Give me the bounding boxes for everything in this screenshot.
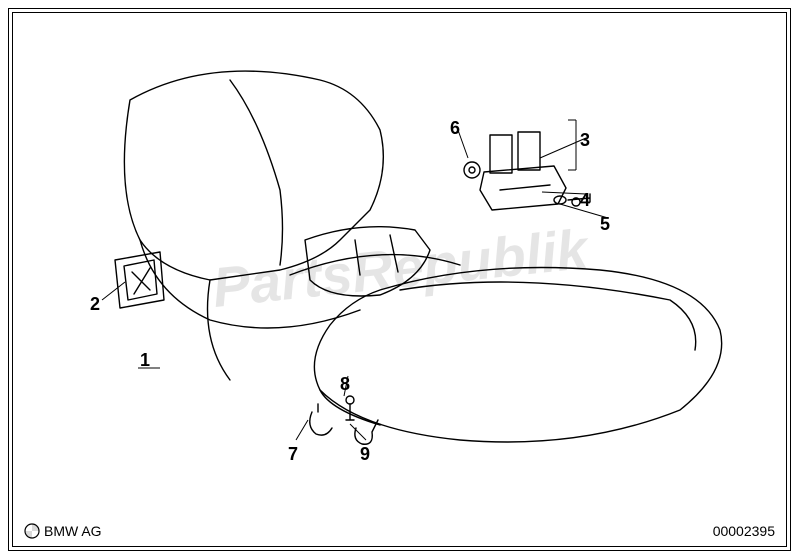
copyright: BMW AG xyxy=(24,523,102,539)
diagram-id: 00002395 xyxy=(713,523,775,539)
bmw-logo-icon xyxy=(24,523,40,539)
callout-3: 3 xyxy=(580,130,590,151)
callout-2: 2 xyxy=(90,294,100,315)
seat-diagram xyxy=(60,40,740,500)
callout-1: 1 xyxy=(140,350,150,371)
callout-5: 5 xyxy=(600,214,610,235)
callout-9: 9 xyxy=(360,444,370,465)
callout-8: 8 xyxy=(340,374,350,395)
copyright-text: BMW AG xyxy=(44,523,102,539)
callout-4: 4 xyxy=(580,190,590,211)
callout-7: 7 xyxy=(288,444,298,465)
callout-6: 6 xyxy=(450,118,460,139)
